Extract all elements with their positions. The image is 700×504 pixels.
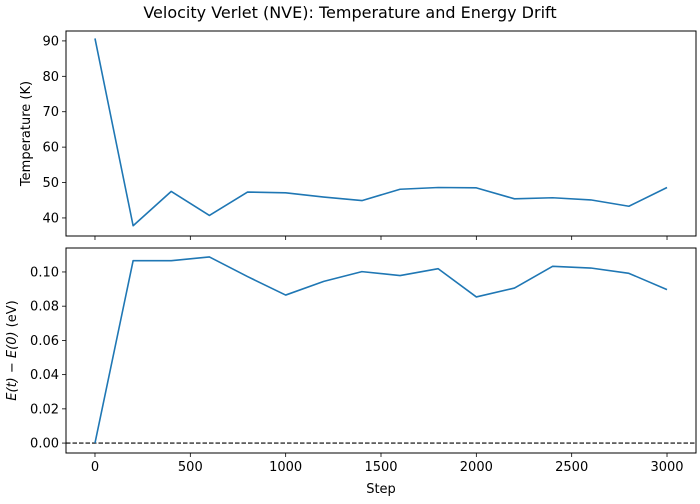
top-ytick-label: 70 [42,105,59,120]
bottom-axes-frame [65,247,697,454]
bottom-xtick-label: 1000 [269,460,302,475]
bottom-series-line [94,256,668,444]
bottom-ytick-label: 0.02 [30,402,59,417]
bottom-xtick-label: 500 [178,460,203,475]
bottom-ytick-label: 0.04 [30,368,59,383]
bottom-ylabel-math: E(t) − E(0) [5,331,20,400]
bottom-ylabel: E(t) − E(0) (eV) [5,300,20,400]
bottom-ytick-label: 0.08 [30,300,59,315]
bottom-xtick-label: 2000 [460,460,493,475]
bottom-ytick-label: 0.00 [30,437,59,452]
bottom-ylabel-unit: (eV) [5,300,20,331]
top-series-line [94,38,668,227]
top-ytick-label: 80 [42,70,59,85]
bottom-ytick-label: 0.10 [30,265,59,280]
top-ytick-label: 40 [42,211,59,226]
xlabel: Step [366,482,396,497]
top-axes-frame [65,30,697,237]
top-ytick-label: 90 [42,34,59,49]
bottom-xtick-label: 3000 [650,460,683,475]
top-ytick-label: 50 [42,176,59,191]
bottom-xtick-label: 1500 [364,460,397,475]
top-ytick-label: 60 [42,141,59,156]
bottom-xtick-label: 2500 [555,460,588,475]
bottom-ytick-label: 0.06 [30,334,59,349]
top-ylabel: Temperature (K) [19,81,34,187]
bottom-xtick-label: 0 [91,460,99,475]
chart-title: Velocity Verlet (NVE): Temperature and E… [143,3,556,22]
